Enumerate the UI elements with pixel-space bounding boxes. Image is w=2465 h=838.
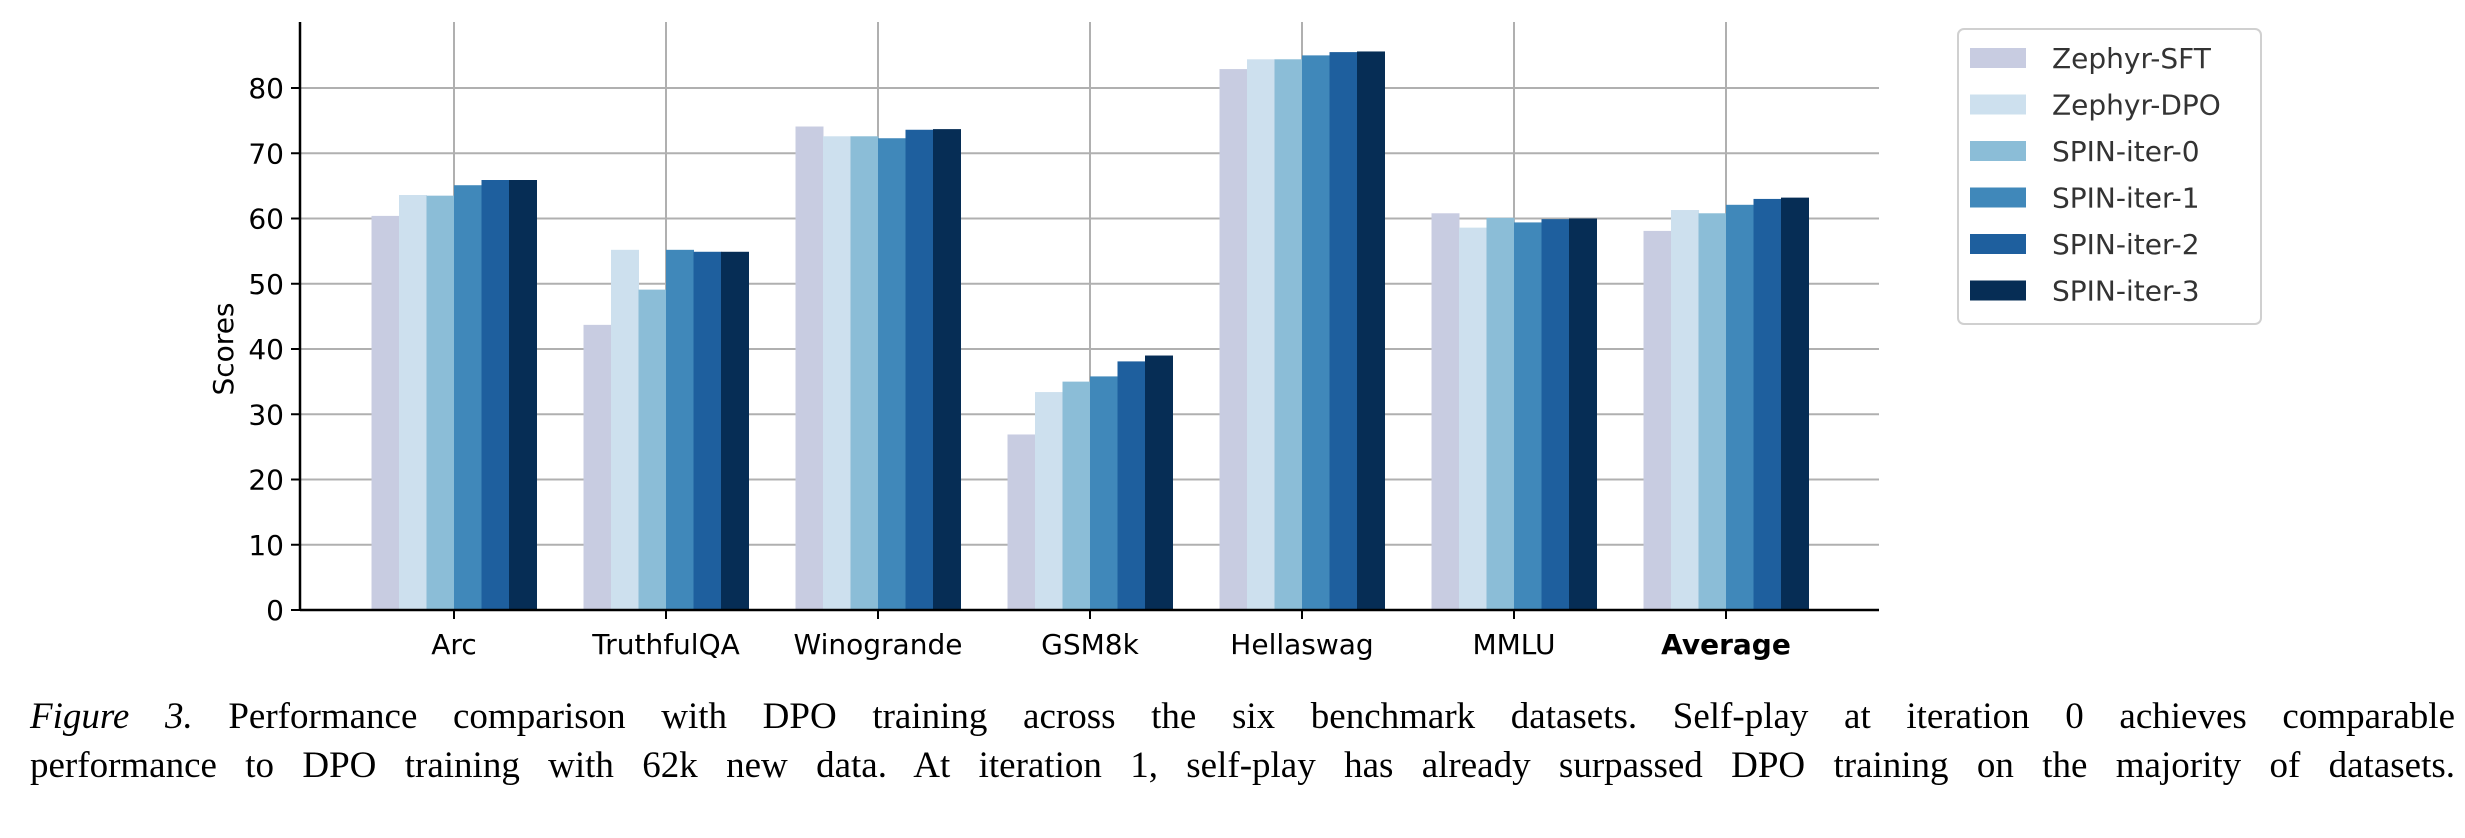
bar-spin-iter-1-winogrande [878, 138, 906, 610]
y-tick-label: 80 [248, 72, 284, 105]
bar-spin-iter-0-arc [426, 195, 455, 610]
bar-spin-iter-1-hellaswag [1302, 55, 1330, 610]
y-tick-label: 50 [248, 268, 284, 301]
bar-spin-iter-0-average [1698, 213, 1727, 610]
bar-spin-iter-2-average [1753, 198, 1782, 611]
bar-spin-iter-2-mmlu [1541, 219, 1570, 610]
x-tick-label: Winogrande [794, 628, 963, 661]
bar-zephyr-dpo-gsm8k [1035, 392, 1063, 610]
legend-label: SPIN-iter-0 [2052, 135, 2200, 168]
y-tick-label: 10 [248, 529, 284, 562]
x-tick-label: Arc [431, 628, 476, 661]
bar-zephyr-dpo-average [1671, 210, 1699, 610]
bar-zephyr-sft-gsm8k [1007, 434, 1036, 610]
bar-zephyr-sft-average [1643, 230, 1672, 610]
x-tick-label: Average [1661, 628, 1791, 661]
bar-spin-iter-3-hellaswag [1357, 51, 1385, 610]
legend-label: SPIN-iter-3 [2052, 275, 2200, 308]
legend-frame [1957, 28, 2262, 325]
legend-label: Zephyr-SFT [2052, 42, 2212, 75]
y-tick-label: 40 [248, 333, 284, 366]
legend-swatch [1970, 141, 2026, 161]
x-tick-label: Hellaswag [1230, 628, 1373, 661]
y-axis-label: Scores [207, 302, 240, 395]
bar-zephyr-sft-winogrande [795, 126, 824, 610]
axes: 0 10 20 30 40 50 60 70 80 Arc TruthfulQA Winogrande… [248, 22, 1879, 661]
bar-spin-iter-2-truthfulqa [693, 251, 722, 610]
bar-spin-iter-3-arc [509, 180, 537, 610]
bar-zephyr-sft-arc [371, 215, 400, 610]
x-tick-label: MMLU [1472, 628, 1555, 661]
bar-zephyr-dpo-arc [399, 195, 427, 610]
bar-spin-iter-2-gsm8k [1117, 361, 1146, 610]
legend-label: Zephyr-DPO [2052, 89, 2221, 122]
legend-label: SPIN-iter-1 [2052, 182, 2200, 215]
y-tick-label: 0 [266, 594, 284, 627]
legend-swatch [1970, 187, 2026, 208]
bar-spin-iter-0-gsm8k [1062, 381, 1091, 610]
bar-zephyr-sft-mmlu [1431, 213, 1460, 610]
bar-spin-iter-0-truthfulqa [638, 289, 667, 610]
legend-swatch [1970, 48, 2026, 68]
y-tick-label: 70 [248, 137, 284, 170]
legend-swatch [1970, 280, 2026, 301]
legend-label: SPIN-iter-2 [2052, 228, 2200, 261]
y-tick-label: 20 [248, 464, 284, 497]
bar-spin-iter-1-gsm8k [1090, 376, 1118, 610]
bar-spin-iter-0-hellaswag [1274, 59, 1303, 611]
bar-zephyr-dpo-truthfulqa [611, 249, 639, 610]
bar-zephyr-sft-truthfulqa [583, 324, 612, 610]
caption-text-1: Performance comparison with DPO training… [192, 696, 2455, 737]
bar-spin-iter-1-arc [454, 185, 482, 610]
bar-spin-iter-3-winogrande [933, 129, 961, 611]
x-tick-label: TruthfulQA [591, 628, 740, 661]
bar-zephyr-dpo-mmlu [1459, 227, 1487, 610]
bar-spin-iter-3-average [1781, 197, 1809, 610]
x-tick-label: GSM8k [1041, 628, 1139, 661]
bar-zephyr-sft-hellaswag [1219, 69, 1248, 610]
y-tick-label: 30 [248, 398, 284, 431]
figure-caption: Figure 3. Performance comparison with DP… [30, 692, 2455, 790]
bar-spin-iter-1-average [1726, 204, 1754, 611]
bar-spin-iter-2-winogrande [905, 129, 934, 610]
bars [371, 51, 1809, 611]
legend-swatch [1970, 94, 2026, 115]
bar-spin-iter-0-winogrande [850, 136, 879, 610]
bar-spin-iter-1-mmlu [1514, 222, 1542, 611]
bar-chart: 0 10 20 30 40 50 60 70 80 Arc TruthfulQA Winogrande… [207, 22, 2262, 661]
bar-spin-iter-2-hellaswag [1329, 52, 1358, 611]
legend-swatch [1970, 234, 2026, 254]
bar-spin-iter-0-mmlu [1486, 217, 1515, 610]
bar-zephyr-dpo-hellaswag [1247, 59, 1275, 611]
bar-spin-iter-3-truthfulqa [721, 251, 749, 610]
bar-spin-iter-3-gsm8k [1145, 355, 1173, 610]
bar-spin-iter-3-mmlu [1569, 218, 1597, 610]
legend: Zephyr-SFT Zephyr-DPO SPIN-iter-0 SPIN-iter… [1957, 28, 2262, 325]
bar-spin-iter-1-truthfulqa [666, 249, 694, 610]
y-tick-label: 60 [248, 203, 284, 236]
caption-label: Figure 3. [30, 696, 193, 737]
bar-spin-iter-2-arc [481, 180, 510, 610]
bar-zephyr-dpo-winogrande [823, 136, 851, 610]
caption-text-2: performance to DPO training with 62k new… [30, 745, 2455, 786]
